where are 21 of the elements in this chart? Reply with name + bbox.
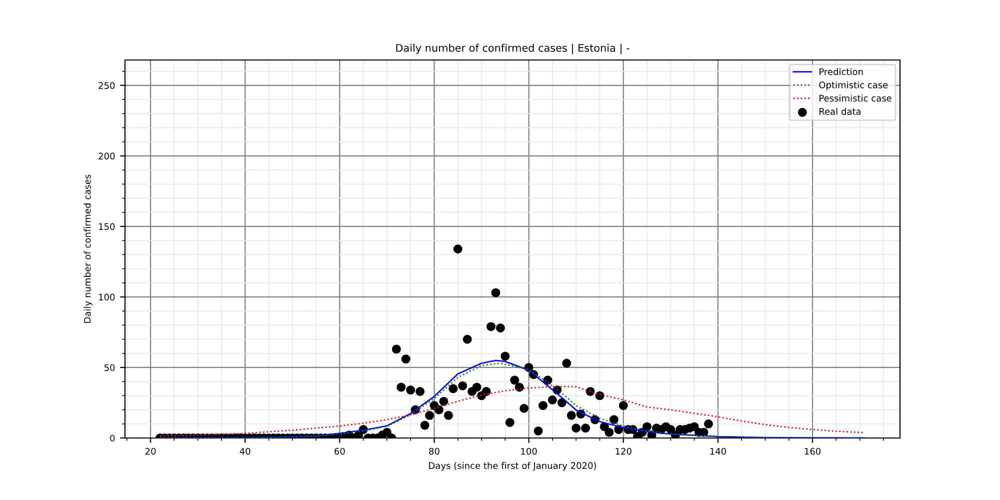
x-tick-label: 100 [521, 448, 537, 455]
y-axis-title: Daily number of confirmed cases [84, 174, 92, 323]
y-tick-label: 200 [98, 152, 115, 160]
y-tick-label: 0 [110, 434, 115, 442]
legend-label: Prediction [820, 68, 863, 76]
chart-title: Daily number of confirmed cases | Estonia | - [396, 44, 630, 54]
legend-label: Optimistic case [819, 81, 888, 90]
x-tick-label: 40 [240, 448, 250, 455]
legend-label: Real data [820, 108, 860, 115]
x-tick-label: 160 [804, 448, 821, 455]
x-tick-label: 140 [710, 448, 726, 455]
x-axis-title: Days (since the first of January 2020) [429, 462, 596, 471]
x-tick-label: 60 [334, 448, 345, 455]
x-tick-label: 20 [145, 448, 156, 455]
y-tick-label: 100 [99, 294, 115, 301]
x-tick-label: 120 [616, 448, 632, 455]
x-tick-label: 80 [429, 448, 440, 455]
legend-label: Pessimistic case [820, 94, 892, 102]
y-tick-label: 250 [98, 82, 115, 89]
y-tick-label: 50 [104, 364, 115, 372]
y-tick-label: 150 [99, 223, 115, 230]
